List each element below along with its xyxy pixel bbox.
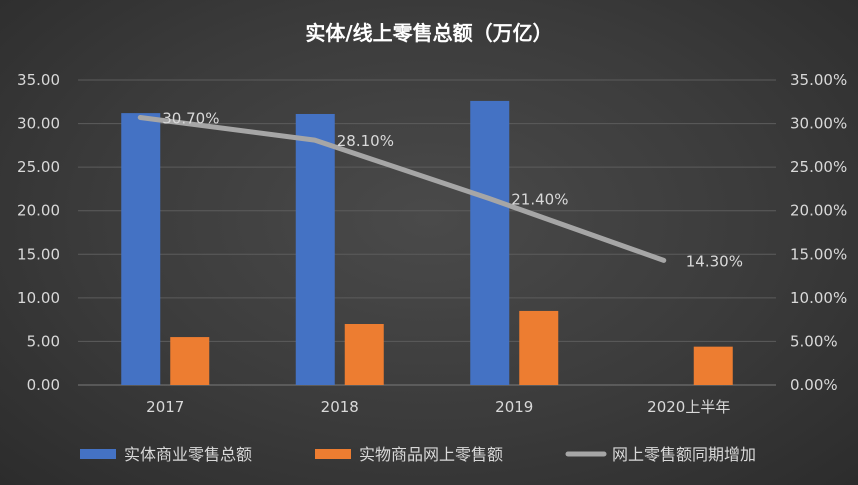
x-category-label: 2017 xyxy=(146,398,184,416)
y-right-tick-label: 10.00% xyxy=(790,289,847,307)
y-left-tick-label: 15.00 xyxy=(17,245,60,263)
bar xyxy=(470,100,510,386)
y-left-tick-label: 10.00 xyxy=(17,289,60,307)
y-left-tick-label: 25.00 xyxy=(17,158,60,176)
bar xyxy=(344,324,384,385)
y-left-tick-label: 35.00 xyxy=(17,71,60,89)
y-left-tick-label: 20.00 xyxy=(17,202,60,220)
bar xyxy=(121,113,161,385)
bar xyxy=(295,113,335,385)
legend-swatch xyxy=(80,449,116,459)
x-category-label: 2020上半年 xyxy=(647,398,730,416)
legend-label: 实体商业零售总额 xyxy=(124,445,252,464)
series-line xyxy=(137,114,667,263)
y-left-tick-label: 0.00 xyxy=(27,376,60,394)
y-right-tick-label: 35.00% xyxy=(790,71,847,89)
y-right-tick-label: 20.00% xyxy=(790,202,847,220)
y-right-tick-label: 25.00% xyxy=(790,158,847,176)
y-left-tick-label: 5.00 xyxy=(27,332,60,350)
bar xyxy=(519,310,559,385)
line-data-label: 21.40% xyxy=(511,191,568,209)
y-right-tick-label: 5.00% xyxy=(790,332,838,350)
line-data-label: 30.70% xyxy=(162,109,219,127)
y-right-tick-label: 15.00% xyxy=(790,245,847,263)
line-data-label: 14.30% xyxy=(686,252,743,270)
legend-label: 网上零售额同期增加 xyxy=(612,445,756,464)
y-right-tick-label: 0.00% xyxy=(790,376,838,394)
bar xyxy=(693,346,733,385)
bar xyxy=(170,337,210,385)
legend-label: 实物商品网上零售额 xyxy=(359,445,503,464)
x-category-label: 2019 xyxy=(495,398,533,416)
y-left-tick-label: 30.00 xyxy=(17,115,60,133)
line-data-label: 28.10% xyxy=(337,132,394,150)
chart-title: 实体/线上零售总额（万亿） xyxy=(305,21,552,45)
y-right-tick-label: 30.00% xyxy=(790,115,847,133)
legend-swatch xyxy=(315,449,351,459)
x-category-label: 2018 xyxy=(321,398,359,416)
